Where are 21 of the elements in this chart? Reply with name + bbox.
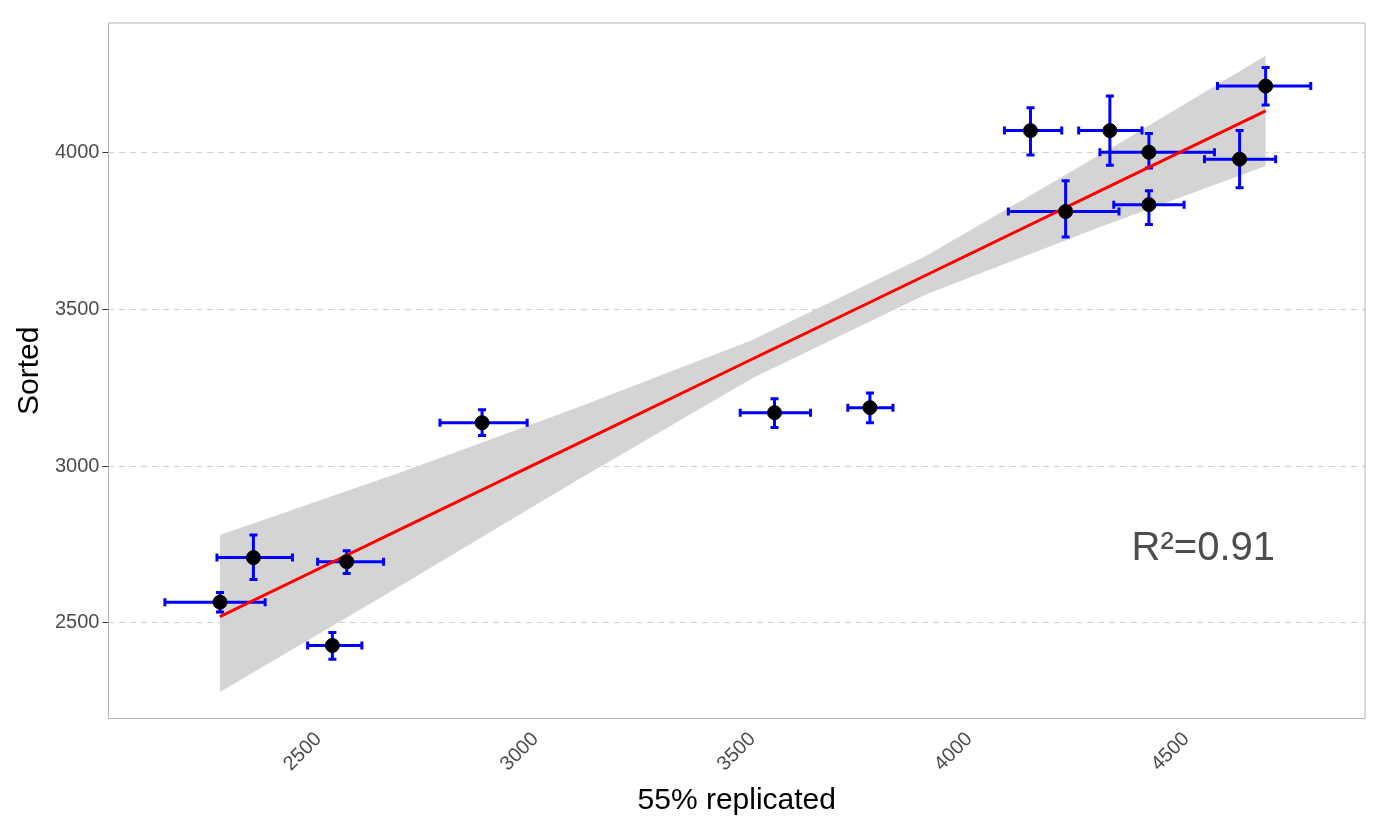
point [339, 554, 355, 570]
y-tick-label: 3500 [54, 296, 100, 319]
point [212, 594, 228, 610]
point [1058, 204, 1074, 220]
point [1258, 78, 1274, 94]
annotation: R²=0.91 [1131, 523, 1275, 568]
point [1141, 144, 1157, 160]
y-axis-title: Sorted [11, 326, 45, 415]
point [1232, 151, 1248, 167]
point [862, 400, 878, 416]
point [1102, 123, 1118, 139]
y-tick-label: 4000 [54, 139, 100, 162]
point [1022, 123, 1038, 139]
x-axis-title: 55% replicated [637, 782, 836, 816]
point [766, 405, 782, 421]
y-tick-label: 3000 [54, 453, 100, 476]
point [1141, 197, 1157, 213]
point [324, 637, 340, 653]
point [245, 550, 261, 566]
y-tick-label: 2500 [54, 610, 100, 633]
point [474, 415, 490, 431]
